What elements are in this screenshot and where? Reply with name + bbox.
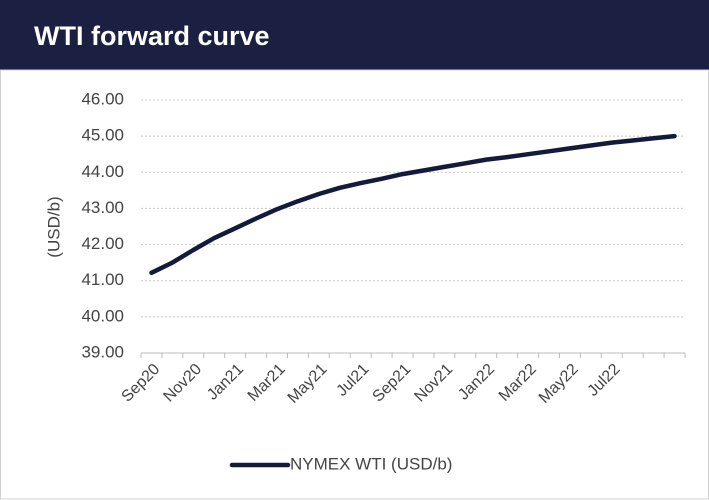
x-tick-label: Mar22 [496,361,540,405]
x-tick-label: May21 [285,361,331,407]
y-tick-label: 39.00 [81,342,124,361]
x-tick-label: Sep20 [119,361,164,406]
y-axis-label: (USD/b) [44,196,63,257]
x-tick-label: Jul22 [585,361,624,400]
x-tick-label: Jan21 [204,361,247,404]
y-tick-label: 40.00 [81,306,124,325]
chart-title: WTI forward curve [34,21,270,51]
y-tick-label: 41.00 [81,270,124,289]
x-tick-label: Mar21 [245,361,289,405]
y-tick-label: 45.00 [81,126,124,145]
x-tick-label: Nov21 [411,361,456,406]
y-tick-label: 42.00 [81,234,124,253]
legend-label: NYMEX WTI (USD/b) [290,454,452,473]
x-tick-label: Nov20 [160,361,205,406]
y-tick-label: 44.00 [81,162,124,181]
x-tick-label: Sep21 [370,361,415,406]
series-line [149,133,677,276]
x-tick-label: Jan22 [455,361,498,404]
x-tick-label: Jul21 [333,361,372,400]
y-tick-label: 46.00 [81,89,124,108]
x-tick-label: May22 [536,361,582,407]
header-band [0,0,709,70]
y-tick-label: 43.00 [81,198,124,217]
